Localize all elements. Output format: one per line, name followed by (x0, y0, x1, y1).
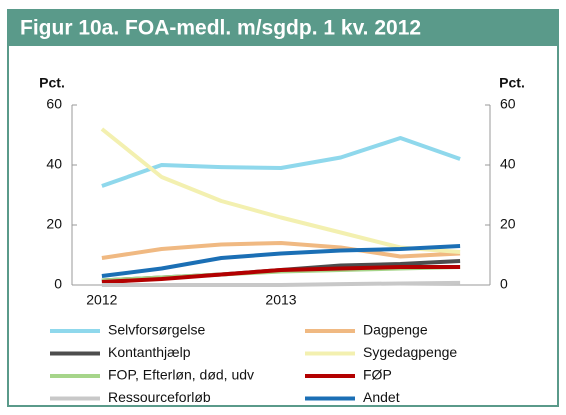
y2-tick-label: 0 (500, 276, 508, 292)
y-label: Pct. (39, 75, 65, 91)
x-tick-label: 2012 (86, 292, 117, 308)
legend-label: FOP, Efterløn, død, udv (108, 367, 254, 383)
series-line (101, 136, 461, 188)
series-line (101, 265, 461, 284)
legend-label: Sygedagpenge (363, 344, 457, 360)
legend-label: Kontanthjælp (108, 344, 191, 360)
legend-label: Selvforsørgelse (108, 322, 205, 338)
legend-label: Dagpenge (363, 322, 428, 338)
frame (7, 9, 559, 407)
y-tick-label: 60 (46, 96, 62, 112)
y-tick-label: 40 (46, 156, 62, 172)
y-tick-label: 0 (54, 276, 62, 292)
series-line (101, 244, 461, 278)
x-tick-label: 2013 (265, 292, 296, 308)
header (8, 10, 558, 46)
chart-title: Figur 10a. FOA-medl. m/sgdp. 1 kv. 2012 (20, 17, 421, 40)
y-tick-label: 20 (46, 216, 62, 232)
y2-label: Pct. (499, 75, 525, 91)
y2-tick-label: 60 (500, 96, 516, 112)
series-line (101, 280, 461, 287)
legend-label: FØP (363, 367, 392, 383)
y2-tick-label: 20 (500, 216, 516, 232)
legend-label: Ressourceforløb (108, 389, 211, 405)
series-line (101, 241, 461, 260)
y2-tick-label: 40 (500, 156, 516, 172)
legend-label: Andet (363, 389, 400, 405)
